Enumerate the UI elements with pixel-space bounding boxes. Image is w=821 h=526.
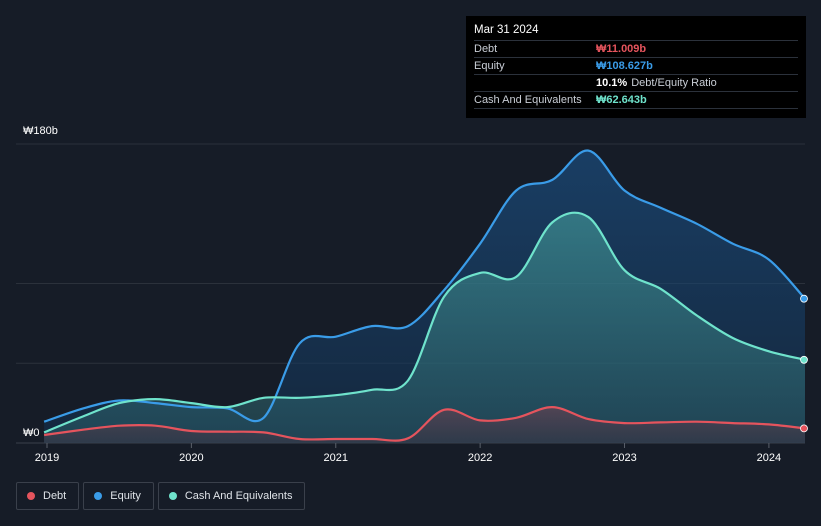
tooltip-date: Mar 31 2024 bbox=[474, 24, 539, 36]
x-tick-label-2019: 2019 bbox=[35, 452, 59, 464]
equity-end-marker bbox=[800, 294, 808, 303]
tooltip-debt-label: Debt bbox=[474, 43, 498, 55]
tooltip-row-ratio: 10.1% Debt/Equity Ratio bbox=[474, 74, 798, 91]
cash-end-marker bbox=[800, 355, 808, 364]
x-tick-label-2023: 2023 bbox=[612, 452, 636, 464]
axis-labels: ₩180b ₩0 2019 2020 2021 2022 2023 2024 bbox=[23, 125, 781, 464]
debt-end-marker bbox=[800, 424, 808, 433]
y-axis-max-label: ₩180b bbox=[23, 125, 58, 137]
legend-debt-label: Debt bbox=[43, 490, 67, 502]
tooltip-equity-label: Equity bbox=[474, 60, 505, 72]
legend-debt-dot-icon bbox=[27, 492, 35, 500]
x-tick-label-2020: 2020 bbox=[179, 452, 203, 464]
legend-item-debt[interactable]: Debt bbox=[16, 482, 80, 510]
tooltip-row-cash: Cash And Equivalents ₩62.643b bbox=[474, 91, 798, 109]
tooltip-row-debt: Debt ₩11.009b bbox=[474, 40, 798, 57]
tooltip-debt-value: ₩11.009b bbox=[596, 43, 647, 55]
debt-line bbox=[43, 405, 806, 442]
cash-line bbox=[43, 211, 806, 434]
legend-item-cash[interactable]: Cash And Equivalents bbox=[157, 482, 306, 510]
chart-legend: Debt Equity Cash And Equivalents bbox=[16, 482, 306, 510]
tooltip-ratio-label bbox=[474, 75, 596, 91]
legend-equity-dot-icon bbox=[94, 492, 103, 500]
y-axis-zero-label: ₩0 bbox=[23, 427, 40, 439]
tooltip-ratio-value: 10.1% bbox=[596, 77, 628, 89]
tooltip-ratio-caption: Debt/Equity Ratio bbox=[631, 77, 717, 89]
tooltip-row-equity: Equity ₩108.627b bbox=[474, 57, 798, 74]
cash-area bbox=[44, 212, 806, 443]
legend-cash-dot-icon bbox=[168, 492, 177, 500]
tooltip-panel: Mar 31 2024 Debt ₩11.009b Equity ₩108.62… bbox=[466, 16, 806, 118]
equity-line bbox=[43, 149, 806, 423]
legend-equity-label: Equity bbox=[110, 490, 141, 502]
legend-cash-label: Cash And Equivalents bbox=[184, 490, 293, 502]
tooltip-cash-value: ₩62.643b bbox=[596, 94, 647, 106]
x-tick-label-2024: 2024 bbox=[757, 452, 781, 464]
tooltip-cash-label: Cash And Equivalents bbox=[474, 94, 582, 106]
series-lines bbox=[43, 149, 808, 442]
x-tick-label-2021: 2021 bbox=[324, 452, 348, 464]
legend-item-equity[interactable]: Equity bbox=[83, 482, 154, 510]
x-tick-label-2022: 2022 bbox=[468, 452, 492, 464]
tooltip-equity-value: ₩108.627b bbox=[596, 60, 653, 72]
